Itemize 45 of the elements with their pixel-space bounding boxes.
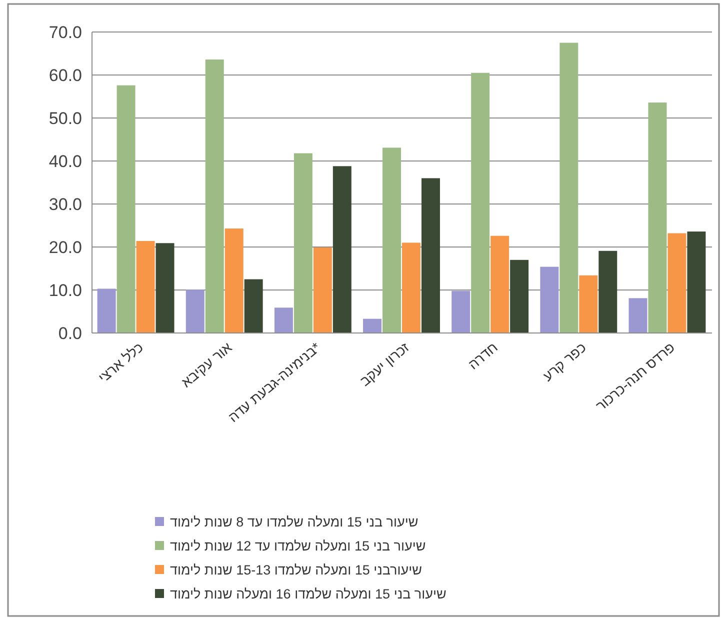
bar (668, 233, 686, 333)
bar (244, 279, 263, 333)
bar (205, 60, 224, 333)
y-tick-label: 70.0 (48, 22, 82, 42)
bar (510, 260, 529, 333)
bar (471, 72, 490, 333)
bar (97, 288, 116, 333)
x-tick-label: חדרה (464, 339, 500, 372)
bar (628, 298, 648, 333)
legend-label: שיעור בני 15 ומעלה שלמדו 16 ומעלה שנות לימוד (170, 586, 446, 602)
bar (490, 236, 510, 333)
bar (421, 178, 440, 333)
y-tick-label: 60.0 (48, 66, 82, 85)
bar (540, 266, 559, 333)
bar (136, 240, 155, 333)
y-tick-label: 10.0 (48, 280, 82, 300)
bar (648, 102, 667, 333)
bar (156, 243, 174, 333)
y-tick-label: 0.0 (58, 324, 82, 343)
y-tick-label: 30.0 (48, 194, 82, 214)
bar (186, 290, 204, 333)
bar (687, 232, 706, 333)
bar (116, 85, 136, 333)
bar (560, 42, 578, 333)
y-tick-label: 40.0 (48, 152, 82, 171)
bar (274, 308, 293, 333)
bar (382, 148, 401, 333)
legend-label: שיעורבני 15 ומעלה שלמדו 15-13 שנות לימוד (170, 562, 422, 578)
bar (402, 242, 420, 333)
bar (224, 228, 244, 333)
legend-label: שיעור בני 15 ומעלה שלמדו עד 12 שנות לימוד (170, 538, 426, 554)
x-tick-label: כפר קרע (540, 339, 590, 384)
bar (363, 318, 382, 333)
bar (598, 250, 618, 333)
y-tick-label: 50.0 (48, 108, 82, 128)
bar (579, 275, 598, 333)
y-tick-label: 20.0 (48, 238, 82, 257)
legend-label: שיעור בני 15 ומעלה שלמדו עד 8 שנות לימוד (170, 514, 418, 530)
bar (294, 153, 312, 333)
x-tick-label: זכרון יעקב (356, 338, 412, 389)
bar (332, 166, 352, 333)
x-tick-label: פרדס חנה-כרכור (592, 339, 678, 414)
x-tick-label: כלל ארצי (95, 339, 146, 386)
bar (313, 247, 332, 333)
bar (452, 290, 470, 333)
